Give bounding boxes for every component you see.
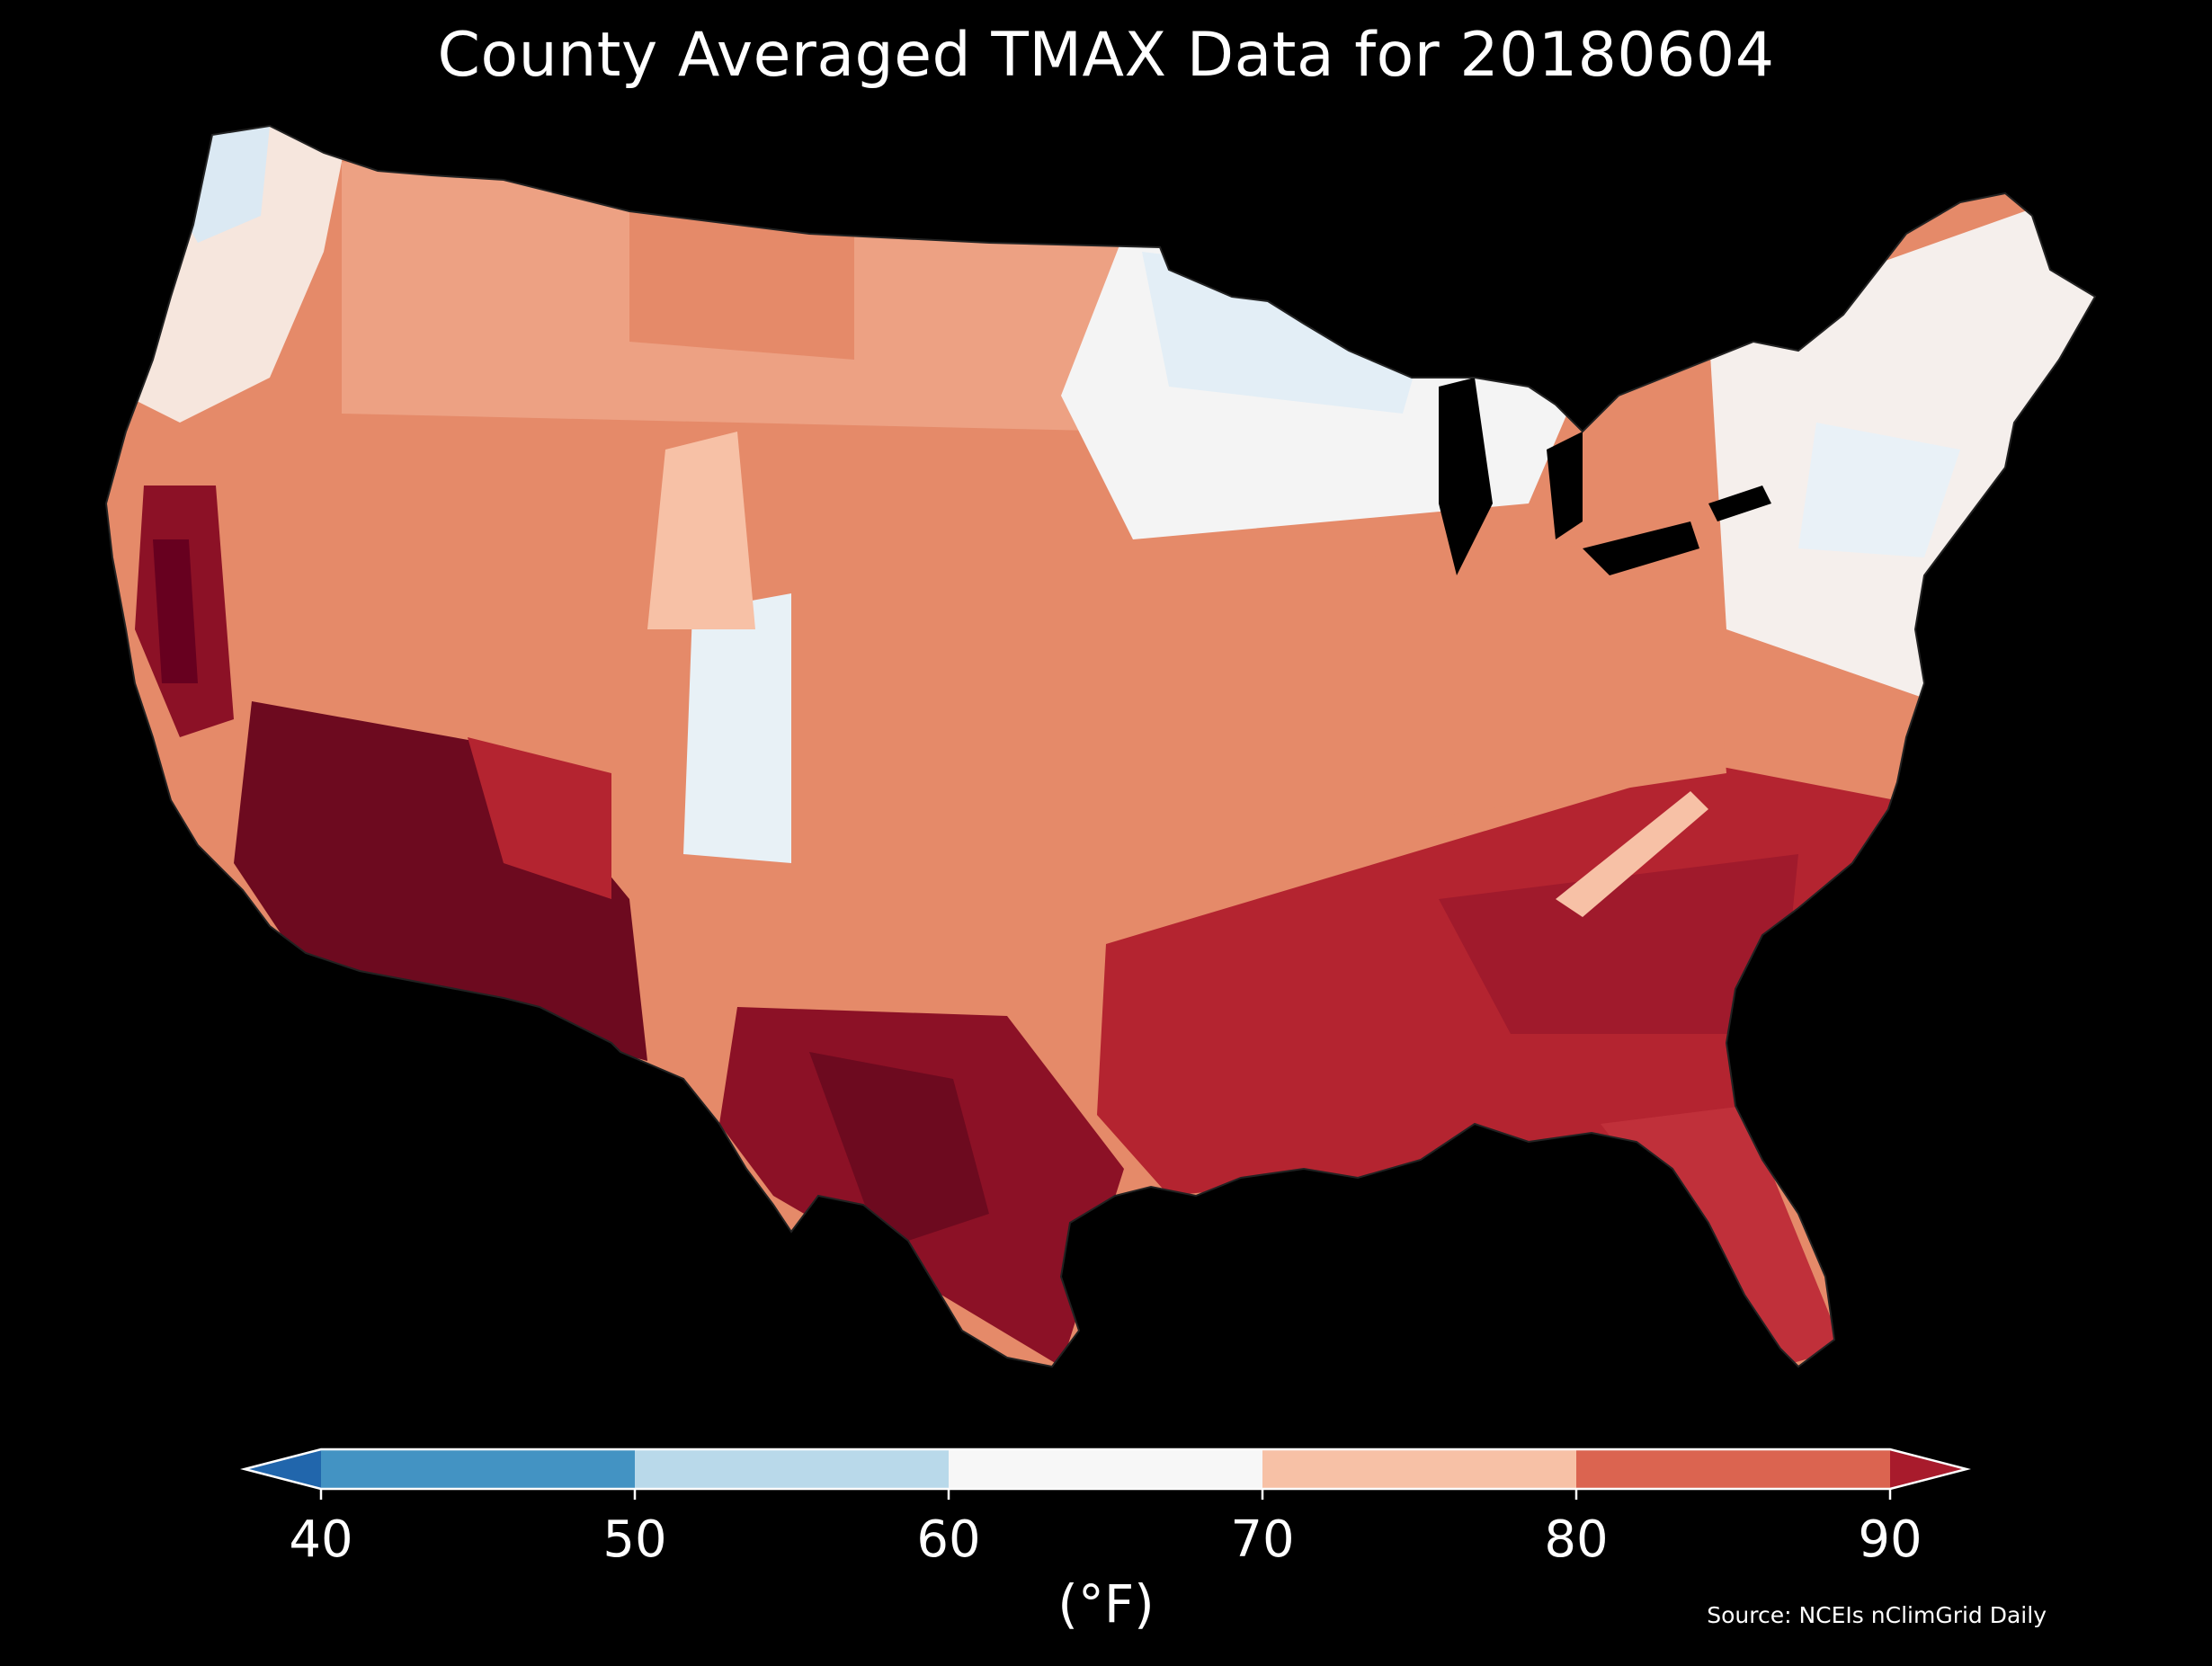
region-california-valley <box>135 486 234 737</box>
great-lakes-water <box>1277 279 1771 575</box>
colorbar-bin-over <box>1890 1449 1967 1489</box>
colorbar-bin <box>635 1449 950 1489</box>
colorbar-bin <box>1262 1449 1577 1489</box>
colorbar-tick-label: 90 <box>1858 1510 1922 1569</box>
colorbar-tick-label: 40 <box>289 1510 353 1569</box>
map-title: County Averaged TMAX Data for 20180604 <box>437 20 1775 91</box>
colorbar-bin <box>321 1449 636 1489</box>
region-appalachian-ridge <box>1556 791 1708 917</box>
colorbar-unit-label: (°F) <box>1057 1573 1155 1635</box>
colorbar-tick-label: 50 <box>602 1510 667 1569</box>
colorbar-bin-under <box>245 1449 321 1489</box>
colorbar-tick-label: 60 <box>916 1510 981 1569</box>
colorbar-tick-label: 70 <box>1230 1510 1295 1569</box>
region-ohio-valley <box>1349 539 1726 827</box>
region-colorado-rockies <box>647 432 791 863</box>
source-credit: Source: NCEIs nClimGrid Daily <box>1707 1602 2047 1628</box>
colorbar-bin <box>949 1449 1263 1489</box>
region-southeast <box>1097 764 1942 1196</box>
colorbar-bin <box>1576 1449 1891 1489</box>
colorbar-tick-label: 80 <box>1544 1510 1609 1569</box>
region-texas <box>719 1007 1124 1367</box>
